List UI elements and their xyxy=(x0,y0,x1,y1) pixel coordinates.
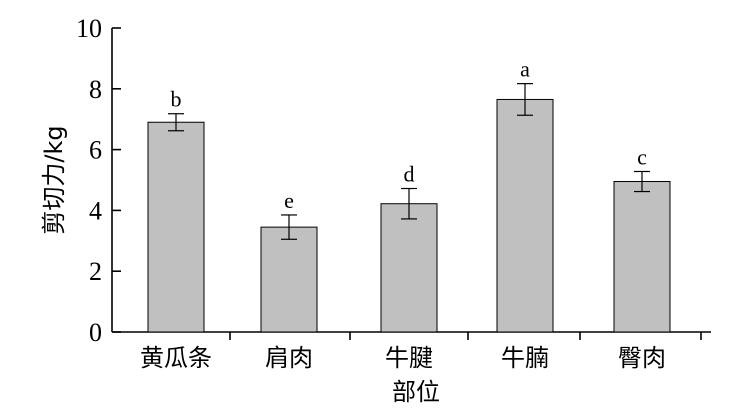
significance-label: c xyxy=(637,144,647,169)
bar xyxy=(380,203,438,333)
bar xyxy=(147,121,205,333)
x-tick-label: 牛腱 xyxy=(385,344,433,372)
y-tick-label: 2 xyxy=(89,257,102,286)
significance-label: b xyxy=(171,87,182,112)
bar xyxy=(613,181,671,333)
significance-label: e xyxy=(284,188,294,213)
x-axis-title: 部位 xyxy=(392,378,440,406)
significance-label: a xyxy=(520,57,530,82)
y-axis-title: 剪切力/kg xyxy=(40,125,68,234)
bar xyxy=(260,226,318,333)
x-tick-label: 臀肉 xyxy=(618,344,666,372)
significance-label: d xyxy=(404,162,415,187)
y-tick-label: 6 xyxy=(89,136,102,165)
y-tick-label: 8 xyxy=(89,75,102,104)
y-tick-label: 10 xyxy=(76,14,102,43)
y-tick-label: 4 xyxy=(89,196,102,225)
x-tick-label: 黄瓜条 xyxy=(140,344,212,372)
x-tick-label: 肩肉 xyxy=(265,344,313,372)
y-tick-label: 0 xyxy=(89,318,102,347)
bar xyxy=(496,98,554,333)
x-tick-label: 牛腩 xyxy=(501,344,549,372)
plot-area: 0 2 4 6 8 10 b 黄瓜条 e 肩肉 d 牛腱 a 牛腩 c 臀肉 xyxy=(76,14,711,372)
